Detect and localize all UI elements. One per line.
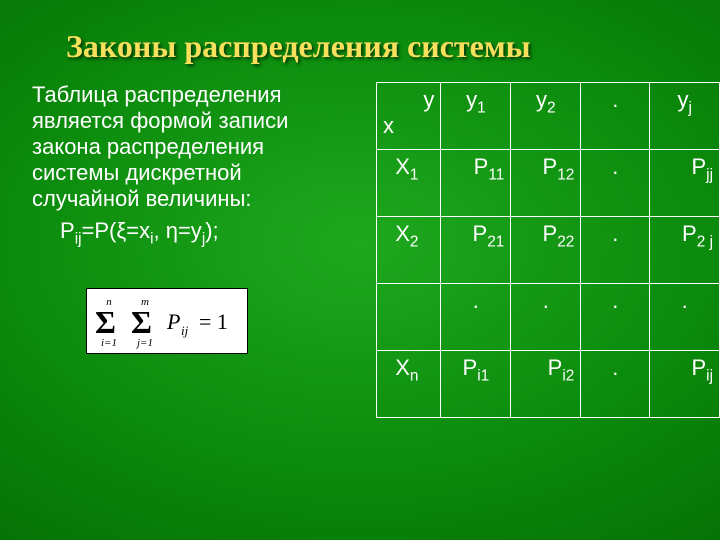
f-mid2: , η=y [154, 218, 202, 243]
sum-formula-box: n Σ i=1 m Σ j=1 P ij = 1 [86, 288, 248, 354]
corner-top: y [383, 87, 434, 113]
sum-rhs: = 1 [199, 309, 228, 334]
table-cell: Pij [650, 351, 720, 418]
svg-text:Σ: Σ [95, 304, 116, 340]
sum-inner-lower: j=1 [135, 337, 153, 349]
table-cell: . [581, 284, 650, 351]
table-row: X1 P11 P12 . Pjj [377, 150, 720, 217]
col-header: y1 [441, 83, 511, 150]
table-cell: Pi2 [511, 351, 581, 418]
table-cell: . [581, 351, 650, 418]
row-header: X1 [377, 150, 441, 217]
sum-body-sub: ij [181, 323, 189, 338]
corner-cell: y x [377, 83, 441, 150]
col-header: yj [650, 83, 720, 150]
col-header: y2 [511, 83, 581, 150]
row-header: Xn [377, 351, 441, 418]
table-row: Xn Pi1 Pi2 . Pij [377, 351, 720, 418]
paragraph-block: Таблица распределения является формой за… [32, 82, 352, 252]
table-cell: P22 [511, 217, 581, 284]
f-sub1: ij [75, 230, 82, 247]
table-cell: P21 [441, 217, 511, 284]
paragraph-text: Таблица распределения является формой за… [32, 82, 288, 211]
table-cell: . [441, 284, 511, 351]
table-cell: P11 [441, 150, 511, 217]
table-cell: . [581, 150, 650, 217]
table-cell: . [581, 217, 650, 284]
table-header-row: y x y1 y2 . yj [377, 83, 720, 150]
inline-formula: Pij=P(ξ=xi, η=yj); [32, 218, 352, 252]
table-cell: . [650, 284, 720, 351]
f-suffix: ); [205, 218, 218, 243]
table-cell: P2 j [650, 217, 720, 284]
f-mid: =P(ξ=x [82, 218, 151, 243]
sum-outer-lower: i=1 [101, 337, 117, 349]
table-row: X2 P21 P22 . P2 j [377, 217, 720, 284]
slide-title: Законы распределения системы [66, 28, 531, 65]
sum-formula-svg: n Σ i=1 m Σ j=1 P ij = 1 [89, 291, 245, 351]
table-cell: Pjj [650, 150, 720, 217]
table-cell: Pi1 [441, 351, 511, 418]
f-prefix: P [60, 218, 75, 243]
table-cell: . [511, 284, 581, 351]
table-cell: P12 [511, 150, 581, 217]
col-header: . [581, 83, 650, 150]
row-header [377, 284, 441, 351]
distribution-table: y x y1 y2 . yj X1 P11 P12 . Pjj X2 P21 P… [376, 82, 720, 418]
sum-body-base: P [166, 309, 180, 334]
row-header: X2 [377, 217, 441, 284]
corner-bottom: x [383, 113, 434, 139]
svg-text:Σ: Σ [131, 304, 152, 340]
table-row: . . . . [377, 284, 720, 351]
